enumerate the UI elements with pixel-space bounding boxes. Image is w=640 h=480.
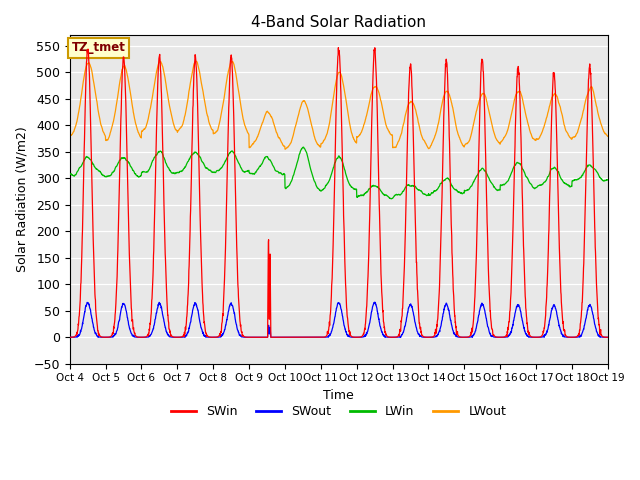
Title: 4-Band Solar Radiation: 4-Band Solar Radiation (252, 15, 426, 30)
Y-axis label: Solar Radiation (W/m2): Solar Radiation (W/m2) (15, 127, 28, 273)
Legend: SWin, SWout, LWin, LWout: SWin, SWout, LWin, LWout (166, 400, 511, 423)
X-axis label: Time: Time (323, 389, 354, 402)
Text: TZ_tmet: TZ_tmet (72, 41, 125, 54)
